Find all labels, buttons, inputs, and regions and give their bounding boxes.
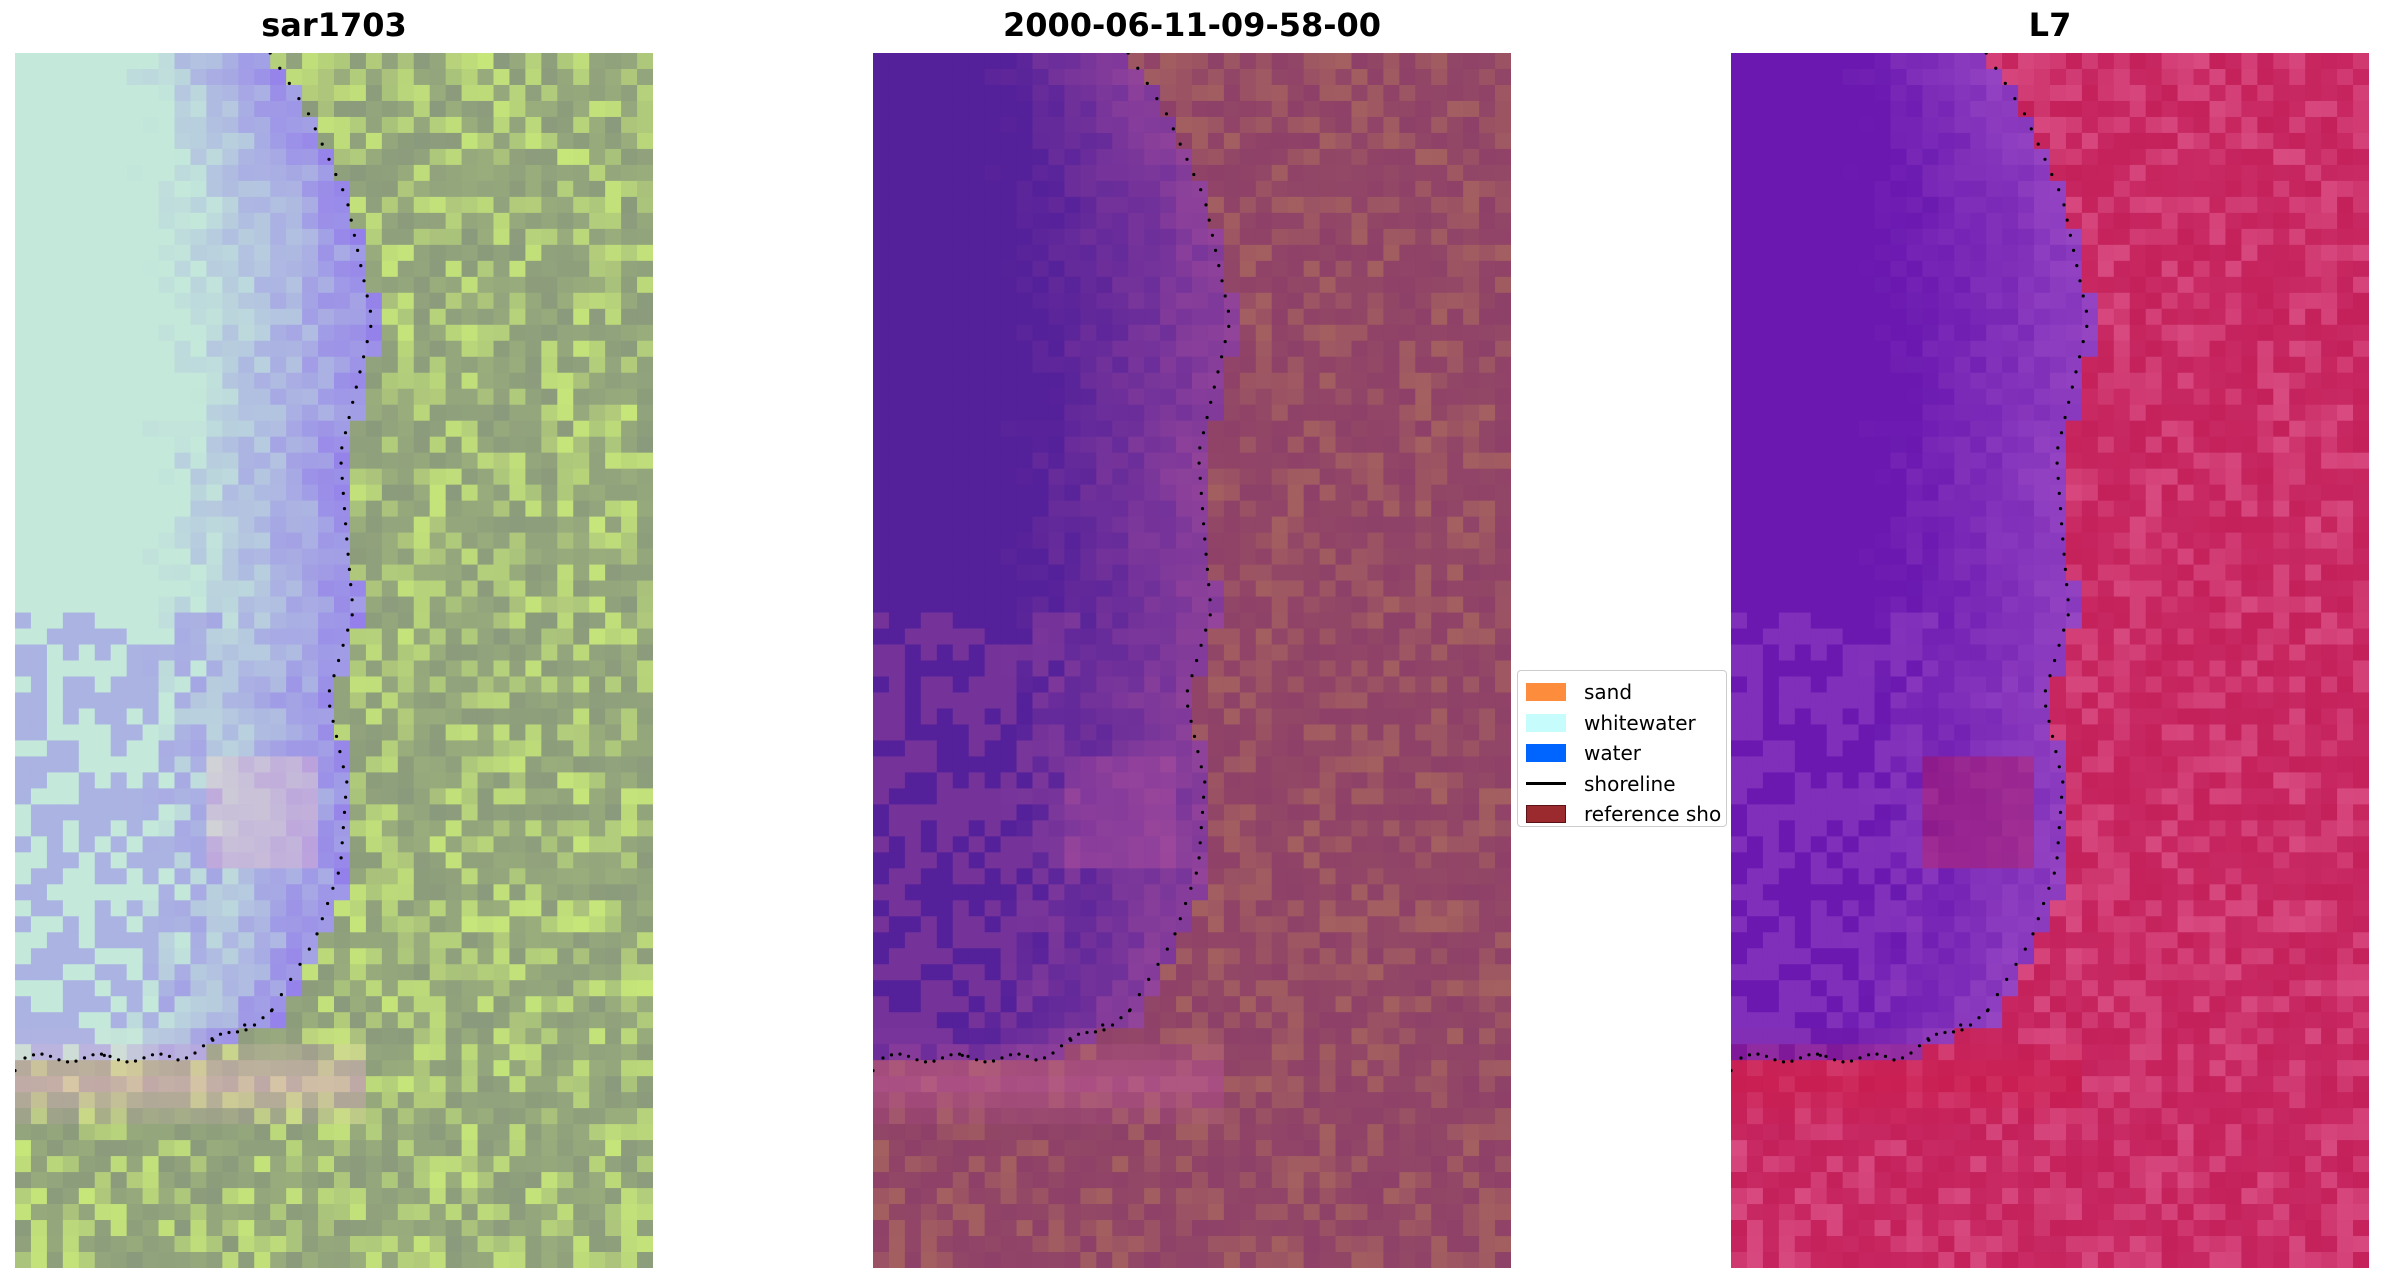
legend-swatch-reference-shoreline — [1526, 805, 1566, 824]
legend-item-reference-shoreline: reference sho — [1526, 799, 1726, 827]
legend-swatch-water — [1526, 744, 1566, 763]
satellite-image-1 — [15, 53, 653, 1268]
shoreline-dots — [873, 53, 1231, 1073]
legend-swatch-sand — [1526, 683, 1566, 702]
legend-label-reference-shoreline: reference sho — [1584, 802, 1722, 827]
legend-item-sand: sand — [1526, 677, 1726, 708]
legend-label-shoreline: shoreline — [1584, 771, 1676, 796]
legend-item-shoreline: shoreline — [1526, 769, 1726, 800]
legend-label-sand: sand — [1584, 680, 1633, 705]
pixel-mosaic — [15, 53, 653, 1268]
image-panel-2 — [873, 53, 1511, 1268]
image-panel-3 — [1731, 53, 2369, 1268]
panel-title-1: sar1703 — [261, 6, 407, 44]
legend-label-whitewater: whitewater — [1584, 710, 1696, 735]
legend-item-water: water — [1526, 738, 1726, 769]
satellite-image-2 — [873, 53, 1511, 1268]
legend-swatch-whitewater — [1526, 713, 1566, 732]
image-panel-1 — [15, 53, 653, 1268]
legend-item-whitewater: whitewater — [1526, 708, 1726, 739]
panel-title-2: 2000-06-11-09-58-00 — [1002, 6, 1382, 44]
pixel-mosaic — [1731, 53, 2369, 1268]
shoreline-dots — [15, 53, 373, 1073]
pixel-mosaic — [873, 53, 1511, 1268]
panel-title-3: L7 — [2028, 6, 2072, 44]
legend: sand whitewater water shoreline referenc… — [1517, 670, 1727, 827]
legend-label-water: water — [1584, 741, 1641, 766]
satellite-image-3 — [1731, 53, 2369, 1268]
shoreline-dots — [1731, 53, 2089, 1073]
legend-line-shoreline — [1526, 782, 1566, 786]
